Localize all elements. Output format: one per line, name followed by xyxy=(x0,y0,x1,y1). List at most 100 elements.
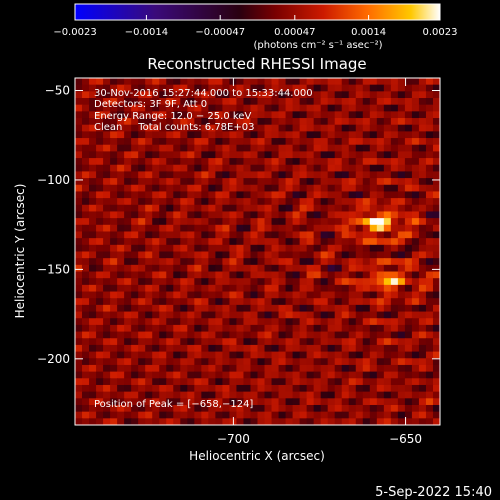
heatmap-cell xyxy=(411,384,420,393)
heatmap-cell xyxy=(194,271,202,279)
heatmap-cell xyxy=(173,238,181,246)
heatmap-cell xyxy=(306,211,315,219)
heatmap-cell xyxy=(173,278,181,286)
heatmap-cell xyxy=(306,271,315,279)
heatmap-cell xyxy=(173,291,181,299)
heatmap-cell xyxy=(159,244,167,253)
heatmap-cell xyxy=(390,191,399,199)
heatmap-cell xyxy=(138,224,146,233)
heatmap-cell xyxy=(208,358,216,366)
heatmap-cell xyxy=(264,158,273,166)
heatmap-cell xyxy=(201,358,209,366)
heatmap-cell xyxy=(313,198,322,206)
heatmap-cell xyxy=(152,338,160,346)
heatmap-cell xyxy=(229,378,238,386)
heatmap-cell xyxy=(187,384,195,393)
heatmap-cell xyxy=(369,278,378,286)
heatmap-cell xyxy=(327,84,336,92)
heatmap-cell xyxy=(173,398,181,406)
heatmap-cell xyxy=(348,224,357,233)
heatmap-cell xyxy=(327,364,336,373)
heatmap-cell xyxy=(383,344,392,353)
heatmap-cell xyxy=(222,224,231,233)
heatmap-cell xyxy=(355,231,364,239)
heatmap-cell xyxy=(397,391,406,399)
heatmap-cell xyxy=(215,364,223,373)
heatmap-cell xyxy=(404,324,413,333)
heatmap-cell xyxy=(327,298,336,306)
heatmap-cell xyxy=(425,118,434,126)
heatmap-cell xyxy=(236,311,245,319)
heatmap-cell xyxy=(222,211,231,219)
heatmap-cell xyxy=(145,204,153,213)
heatmap-cell xyxy=(222,331,231,339)
heatmap-cell xyxy=(306,264,315,273)
heatmap-cell xyxy=(348,124,357,132)
heatmap-cell xyxy=(425,384,434,393)
heatmap-cell xyxy=(257,191,266,199)
heatmap-cell xyxy=(341,351,350,359)
heatmap-cell xyxy=(131,391,139,399)
heatmap-cell xyxy=(180,198,188,206)
heatmap-cell xyxy=(229,258,238,266)
heatmap-cell xyxy=(418,271,427,279)
heatmap-cell xyxy=(348,138,357,146)
heatmap-cell xyxy=(222,78,231,86)
heatmap-cell xyxy=(376,131,385,139)
heatmap-cell xyxy=(404,258,413,266)
heatmap-cell xyxy=(138,418,146,425)
heatmap-cell xyxy=(306,124,315,132)
heatmap-cell xyxy=(432,391,440,399)
heatmap-cell xyxy=(75,284,83,293)
heatmap-cell xyxy=(187,138,195,146)
heatmap-cell xyxy=(432,171,440,179)
heatmap-cell xyxy=(138,391,146,399)
heatmap-cell xyxy=(390,184,399,193)
heatmap-cell xyxy=(411,391,420,399)
heatmap-cell xyxy=(313,164,322,173)
heatmap-cell xyxy=(320,124,329,132)
heatmap-cell xyxy=(152,191,160,199)
heatmap-cell xyxy=(278,198,287,206)
heatmap-cell xyxy=(334,151,343,159)
heatmap-cell xyxy=(425,358,434,366)
heatmap-cell xyxy=(257,171,266,179)
heatmap-cell xyxy=(355,138,364,146)
heatmap-cell xyxy=(187,311,195,319)
heatmap-cell xyxy=(383,211,392,219)
heatmap-cell xyxy=(418,171,427,179)
heatmap-cell xyxy=(383,184,392,193)
heatmap-cell xyxy=(376,164,385,173)
heatmap-cell xyxy=(292,284,301,293)
heatmap-cell xyxy=(222,104,231,112)
heatmap-cell xyxy=(96,164,104,173)
heatmap-cell xyxy=(89,198,97,206)
heatmap-cell xyxy=(194,104,202,112)
heatmap-cell xyxy=(376,144,385,152)
heatmap-cell xyxy=(404,418,413,425)
heatmap-cell xyxy=(348,358,357,366)
heatmap-cell xyxy=(117,298,125,306)
heatmap-cell xyxy=(152,318,160,326)
heatmap-cell xyxy=(404,184,413,193)
heatmap-cell xyxy=(292,138,301,146)
heatmap-cell xyxy=(425,271,434,279)
heatmap-cell xyxy=(229,204,238,213)
heatmap-cell xyxy=(404,404,413,413)
heatmap-cell xyxy=(271,364,280,373)
heatmap-cell xyxy=(299,138,308,146)
heatmap-cell xyxy=(173,184,181,193)
heatmap-cell xyxy=(278,171,287,179)
heatmap-cell xyxy=(404,191,413,199)
heatmap-cell xyxy=(82,104,90,112)
heatmap-cell xyxy=(369,378,378,386)
heatmap-cell xyxy=(236,358,245,366)
heatmap-cell xyxy=(369,258,378,266)
heatmap-cell xyxy=(152,104,160,112)
heatmap-cell xyxy=(348,264,357,273)
heatmap-cell xyxy=(397,371,406,379)
heatmap-cell xyxy=(89,164,97,173)
heatmap-cell xyxy=(404,391,413,399)
heatmap-cell xyxy=(152,391,160,399)
heatmap-cell xyxy=(110,91,118,99)
